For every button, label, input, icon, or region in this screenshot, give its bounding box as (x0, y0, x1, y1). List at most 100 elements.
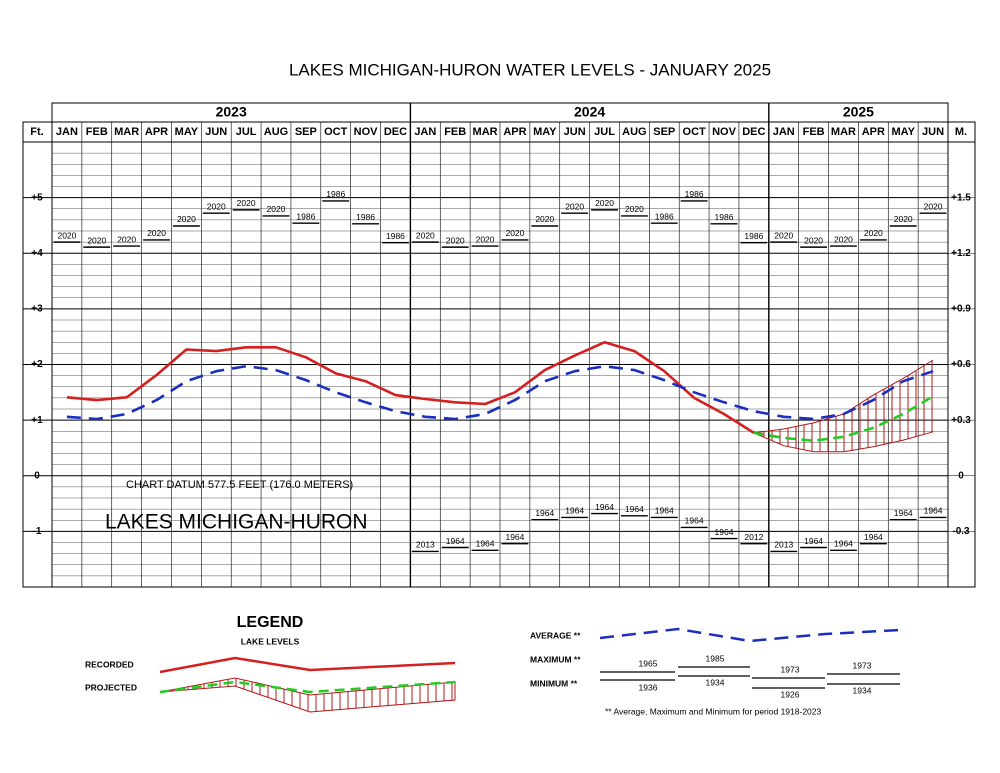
x-tick-label: FEB (444, 126, 466, 138)
legend-min-year: 1934 (853, 685, 872, 695)
x-tick-label: JUN (205, 126, 227, 138)
record-year: 1964 (924, 506, 943, 516)
x-tick-label: MAY (891, 126, 915, 138)
y-tick-label: +5 (31, 192, 43, 203)
record-year: 1986 (296, 211, 315, 221)
x-tick-label: JUN (564, 126, 586, 138)
record-year: 2020 (505, 228, 524, 238)
legend-title: LEGEND (237, 614, 304, 631)
y2-tick-label: -0.3 (952, 526, 970, 537)
projected-band-fill (753, 360, 934, 452)
legend-record-lines (600, 666, 900, 689)
record-year: 1964 (804, 536, 823, 546)
x-tick-label: NOV (712, 126, 737, 138)
datum-note: CHART DATUM 577.5 FEET (176.0 METERS) (126, 479, 353, 491)
record-year: 1964 (655, 506, 674, 516)
record-year: 2020 (446, 235, 465, 245)
x-tick-label: FEB (86, 126, 108, 138)
legend-recorded (159, 656, 456, 674)
record-year: 1964 (505, 532, 524, 542)
legend-min-year: 1936 (639, 682, 658, 692)
legend-projected-band (159, 677, 456, 713)
y2-axis-label: M. (955, 126, 967, 138)
y2-tick-label: +0.3 (951, 415, 971, 426)
x-tick-label: AUG (264, 126, 288, 138)
x-tick-label: MAR (114, 126, 139, 138)
legend-label: MAXIMUM ** (530, 654, 581, 664)
record-year: 2020 (177, 214, 196, 224)
x-tick-label: DEC (384, 126, 407, 138)
legend-projected (159, 680, 456, 694)
x-tick-label: JUN (922, 126, 944, 138)
record-year: 2020 (894, 214, 913, 224)
legend-footnote: ** Average, Maximum and Minimum for peri… (605, 706, 822, 716)
record-year: 1986 (655, 211, 674, 221)
x-tick-label: JAN (414, 126, 436, 138)
record-year: 2012 (744, 532, 763, 542)
legend-max-year: 1965 (639, 658, 658, 668)
y2-tick-label: +0.6 (951, 359, 971, 370)
legend-max-year: 1973 (853, 660, 872, 670)
projected-band-edge (753, 431, 934, 453)
record-year: 1964 (565, 506, 584, 516)
x-tick-label: MAR (473, 126, 498, 138)
x-tick-label: SEP (295, 126, 317, 138)
x-tick-label: SEP (653, 126, 675, 138)
x-tick-label: OCT (683, 126, 707, 138)
record-year: 1964 (535, 508, 554, 518)
y-tick-label: 0 (34, 470, 40, 481)
x-tick-label: APR (145, 126, 168, 138)
x-tick-label: AUG (622, 126, 646, 138)
record-year: 2020 (565, 201, 584, 211)
x-tick-label: APR (503, 126, 526, 138)
x-tick-label: MAY (533, 126, 557, 138)
record-year: 1986 (685, 189, 704, 199)
legend-label: MINIMUM ** (530, 678, 578, 688)
y-tick-label: +3 (31, 304, 43, 315)
legend-label: RECORDED (85, 659, 134, 669)
plot: 2020 2020 2020 2020 2020 2020 2020 2020 1986 1986… (53, 189, 947, 553)
record-year: 2020 (535, 214, 554, 224)
legend-label: PROJECTED (85, 682, 137, 692)
record-year: 1986 (744, 231, 763, 241)
record-year: 1964 (625, 504, 644, 514)
y2-tick-label: +1.2 (951, 248, 971, 259)
record-year: 1964 (894, 508, 913, 518)
x-tick-label: JAN (56, 126, 78, 138)
legend-min-year: 1926 (781, 689, 800, 699)
record-year: 1964 (595, 502, 614, 512)
year-label: 2025 (843, 104, 874, 120)
record-year: 1964 (685, 516, 704, 526)
year-frame (51, 102, 949, 123)
x-tick-label: DEC (742, 126, 765, 138)
y2-tick-label: +0.9 (951, 304, 971, 315)
record-year: 2020 (117, 234, 136, 244)
legend-label: AVERAGE ** (530, 630, 581, 640)
chart-title: LAKES MICHIGAN-HURON WATER LEVELS - JANU… (289, 60, 771, 79)
record-year: 1986 (386, 231, 405, 241)
record-year: 2020 (87, 235, 106, 245)
x-tick-label: MAR (831, 126, 856, 138)
record-year: 2020 (476, 234, 495, 244)
y-tick-label: -1 (33, 526, 42, 537)
y-tick-label: +2 (31, 359, 43, 370)
record-year: 2020 (207, 201, 226, 211)
legend-average (599, 627, 901, 643)
record-year: 1964 (715, 527, 734, 537)
series-line (66, 341, 755, 434)
record-year: 2020 (237, 198, 256, 208)
x-tick-label: JUL (594, 126, 615, 138)
record-year: 2020 (267, 204, 286, 214)
legend-max-year: 1973 (781, 664, 800, 674)
record-year: 2020 (595, 198, 614, 208)
record-year: 1986 (356, 212, 375, 222)
record-year: 2020 (774, 230, 793, 240)
y2-tick-label: 0 (958, 470, 964, 481)
legend-subtitle: LAKE LEVELS (241, 636, 300, 646)
x-tick-label: MAY (175, 126, 199, 138)
record-year: 2020 (416, 230, 435, 240)
series-line (66, 364, 934, 421)
y-tick-label: +1 (31, 415, 43, 426)
x-tick-label: FEB (803, 126, 825, 138)
